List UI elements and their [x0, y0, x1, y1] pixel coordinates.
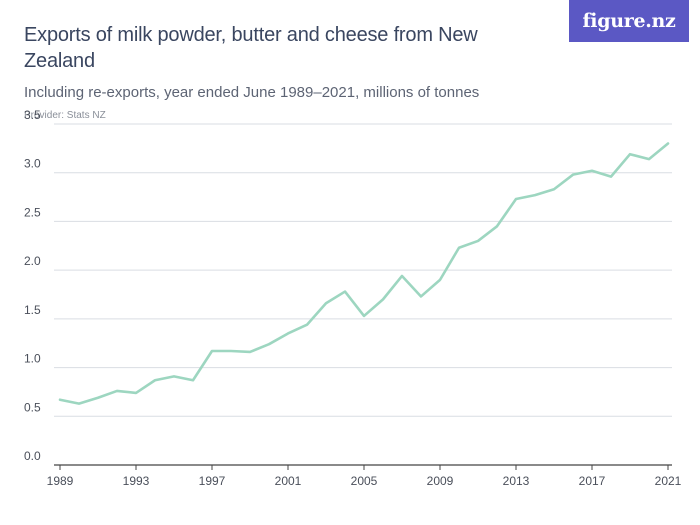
x-tick-label: 1997: [199, 474, 226, 488]
x-tick-label: 1993: [123, 474, 150, 488]
data-point[interactable]: [511, 194, 521, 204]
data-point[interactable]: [568, 170, 578, 180]
y-tick-label: 0.0: [24, 449, 41, 463]
x-tick-label: 2013: [503, 474, 530, 488]
chart-title: Exports of milk powder, butter and chees…: [24, 24, 478, 72]
x-tick-label: 2005: [351, 474, 378, 488]
data-point[interactable]: [131, 388, 141, 398]
data-point[interactable]: [663, 138, 673, 148]
data-point[interactable]: [302, 320, 312, 330]
data-point[interactable]: [606, 172, 616, 182]
chart-header: Exports of milk powder, butter and chees…: [24, 22, 544, 121]
data-point[interactable]: [397, 271, 407, 281]
data-point[interactable]: [587, 166, 597, 176]
y-tick-label: 3.5: [24, 108, 41, 122]
data-point[interactable]: [378, 294, 388, 304]
gridlines: [54, 123, 672, 466]
data-point[interactable]: [207, 346, 217, 356]
y-tick-label: 2.5: [24, 205, 41, 219]
data-point[interactable]: [150, 375, 160, 385]
x-tick-label: 1989: [47, 474, 74, 488]
y-tick-label: 1.5: [24, 303, 41, 317]
data-point[interactable]: [644, 154, 654, 164]
figure-nz-logo[interactable]: figure.nz: [569, 0, 689, 42]
y-tick-label: 0.5: [24, 400, 41, 414]
chart-subtitle: Including re-exports, year ended June 19…: [24, 84, 480, 101]
y-tick-label: 3.0: [24, 157, 41, 171]
data-point[interactable]: [169, 371, 179, 381]
data-point[interactable]: [226, 346, 236, 356]
data-point[interactable]: [112, 386, 122, 396]
data-point[interactable]: [55, 395, 65, 405]
y-axis-ticks: 0.0 0.5 1.0 1.5 2.0 2.5 3.0 3.5: [24, 108, 41, 463]
data-point[interactable]: [435, 275, 445, 285]
data-point[interactable]: [188, 375, 198, 385]
series-layer: [55, 138, 673, 409]
x-axis-ticks: 1989 1993 1997 2001 2005 2009 2013 2017 2021: [47, 465, 682, 488]
x-tick-label: 2017: [579, 474, 606, 488]
provider-credit: Provider: Stats NZ: [24, 110, 106, 121]
x-tick-label: 2001: [275, 474, 302, 488]
data-point[interactable]: [283, 328, 293, 338]
data-point[interactable]: [74, 399, 84, 409]
y-tick-label: 1.0: [24, 352, 41, 366]
data-point[interactable]: [245, 347, 255, 357]
data-point[interactable]: [625, 149, 635, 159]
data-point[interactable]: [416, 291, 426, 301]
x-tick-label: 2009: [427, 474, 454, 488]
series-line: [58, 142, 670, 405]
x-tick-label: 2021: [655, 474, 682, 488]
data-point[interactable]: [492, 221, 502, 231]
data-point[interactable]: [473, 236, 483, 246]
data-point[interactable]: [359, 311, 369, 321]
y-tick-label: 2.0: [24, 254, 41, 268]
data-point[interactable]: [530, 190, 540, 200]
data-point[interactable]: [93, 393, 103, 403]
data-point[interactable]: [549, 184, 559, 194]
data-point[interactable]: [454, 243, 464, 253]
data-point[interactable]: [264, 339, 274, 349]
data-point[interactable]: [340, 287, 350, 297]
data-point[interactable]: [321, 298, 331, 308]
